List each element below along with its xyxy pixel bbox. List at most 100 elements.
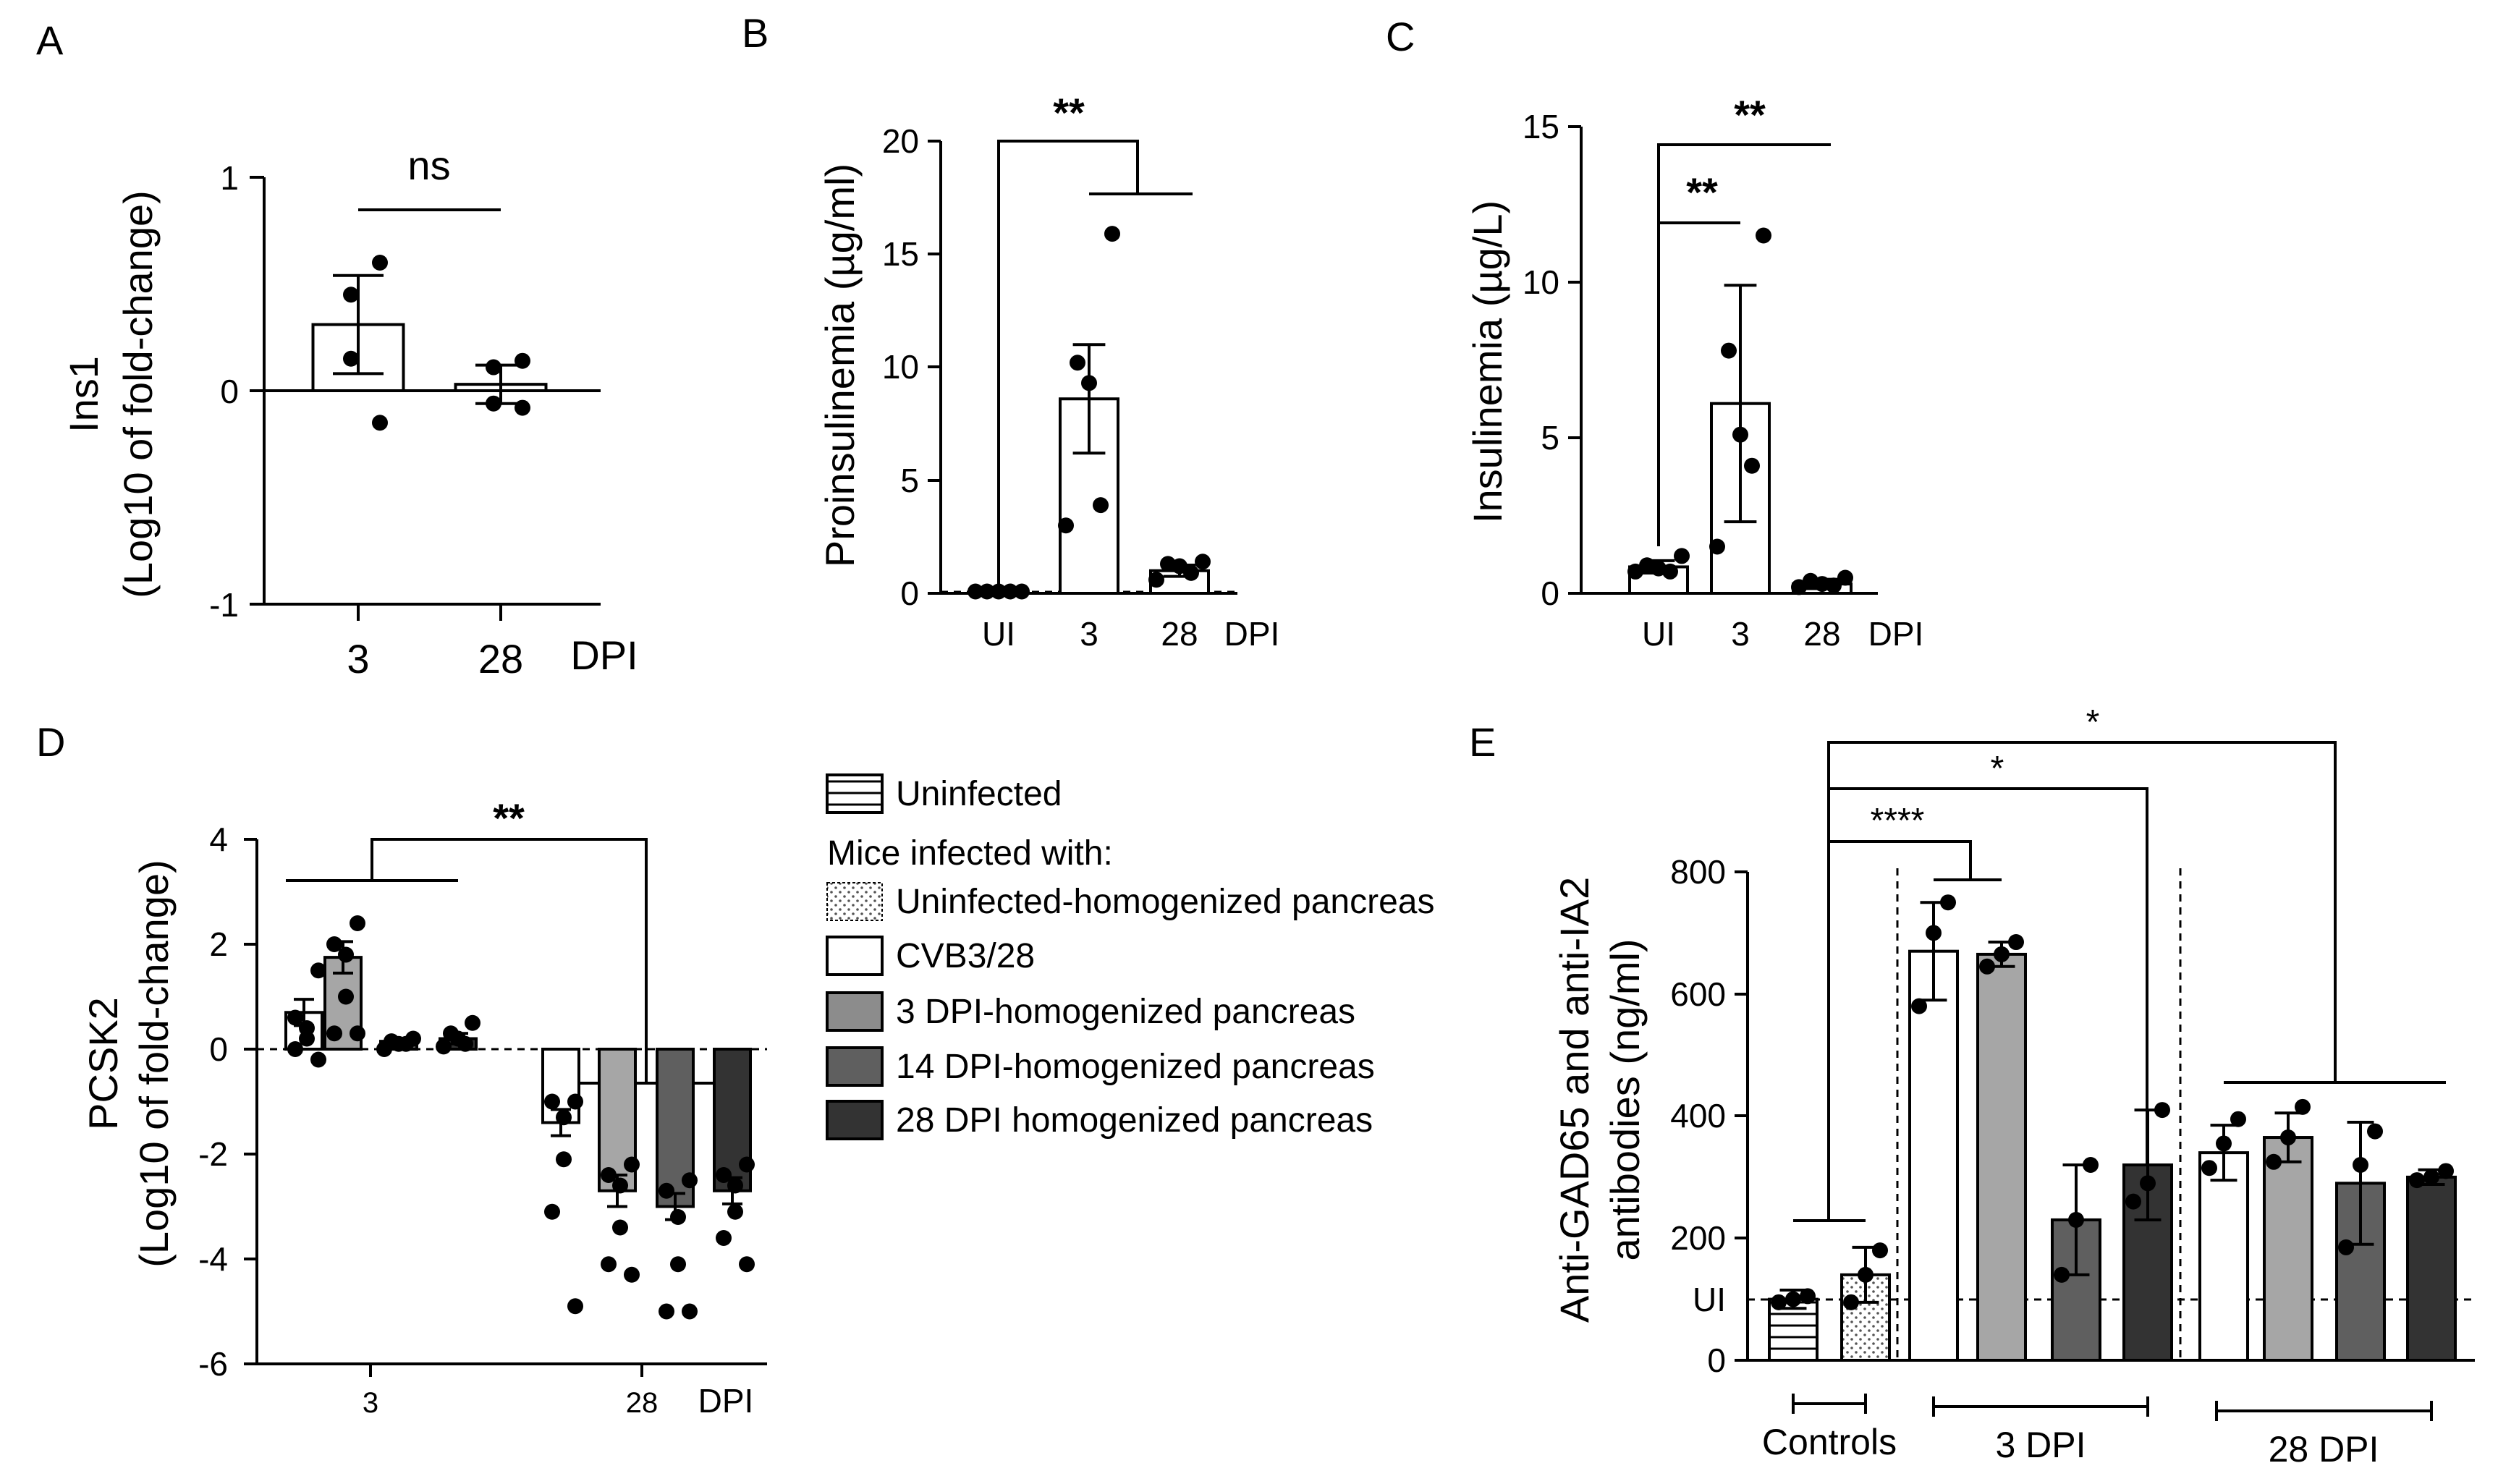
panel-c-28-point — [1814, 576, 1830, 593]
panel-c-3-error-bar — [1724, 284, 1757, 524]
panel-e-bar-3-bar — [1976, 952, 2027, 1362]
panel-e-ytick-0: 0 — [1707, 1341, 1726, 1379]
panel-b-28-point — [1148, 572, 1164, 588]
panel-e-bar-1-point — [1858, 1266, 1874, 1283]
panel-e-bar-0-point — [1785, 1291, 1801, 1307]
panel-d-sig-label: ** — [493, 795, 525, 841]
panel-d-series-0-cat-3-point — [299, 1030, 315, 1047]
panel-e-group-controls — [1792, 1394, 1867, 1414]
legend-label-14dpi: 14 DPI-homogenized pancreas — [896, 1048, 1375, 1086]
panel-c: C Insulinemia (µg/L) 15 10 5 0 UI 3 28 D… — [1386, 14, 1923, 653]
panel-c-ytick-10: 10 — [1523, 263, 1559, 301]
panel-e-bar-7-point — [2280, 1129, 2296, 1146]
panel-c-xtick-28: 28 — [1803, 615, 1840, 653]
panel-d-series-0-cat-28-point — [567, 1298, 583, 1315]
panel-c-letter: C — [1386, 14, 1415, 59]
panel-d-series-3-cat-28-point — [727, 1177, 743, 1194]
panel-d-series-1-cat-3-point — [338, 946, 354, 963]
panel-d-series-0-cat-3-point — [310, 962, 326, 979]
panel-b: B Proinsulinemia (µg/ml) 20 15 10 5 0 UI… — [742, 10, 1279, 653]
panel-e-bar-0-point — [1800, 1288, 1816, 1305]
legend-label-28dpi: 28 DPI homogenized pancreas — [896, 1101, 1373, 1140]
panel-e-bar-1-point — [1843, 1294, 1859, 1310]
panel-d-series-1-cat-28-point — [612, 1177, 628, 1194]
panel-d: D PCSK2 (Log10 of fold-change) 4 2 0 -2 … — [36, 719, 767, 1420]
panel-b-UI-point — [1014, 583, 1030, 600]
panel-d-xunit: DPI — [698, 1382, 754, 1420]
panel-b-3-point — [1070, 355, 1085, 371]
panel-e-ytick-200: 200 — [1670, 1219, 1726, 1257]
panel-c-3-point — [1744, 457, 1760, 474]
panel-d-series-1-cat-28-point — [612, 1219, 628, 1236]
panel-e-bar-5-point — [2154, 1102, 2170, 1119]
panel-d-series-1-cat-3-point — [350, 1025, 365, 1042]
panel-b-28-point — [1183, 564, 1199, 581]
panel-b-3-point — [1058, 517, 1074, 534]
panel-e-group-3dpi — [1932, 1396, 2149, 1417]
panel-d-series-3-cat-28-point — [739, 1156, 755, 1173]
panel-e-sig-bracket-star-3dpi — [1827, 787, 2148, 1273]
panel-b-UI-point — [1002, 583, 1018, 600]
panel-d-xtick-28: 28 — [626, 1387, 659, 1419]
panel-c-sig-bracket-outer — [1657, 143, 1831, 546]
panel-d-series-0-cat-3-point — [310, 1051, 326, 1068]
panel-c-ytick-0: 0 — [1541, 574, 1559, 612]
legend-swatch-14dpi — [826, 1046, 884, 1087]
panel-a-xtick-28: 28 — [478, 636, 523, 682]
panel-b-3-error-bar — [1072, 343, 1106, 455]
panel-c-28-point — [1837, 569, 1853, 586]
panel-d-series-2-cat-28-point — [670, 1209, 686, 1225]
panel-b-ytick-15: 15 — [882, 235, 919, 273]
panel-e-bar-7-bar — [2263, 1136, 2313, 1362]
panel-c-ytick-5: 5 — [1541, 419, 1559, 457]
panel-d-ytick-4: 4 — [209, 821, 228, 858]
panel-e-bar-9-bar — [2406, 1175, 2457, 1362]
panel-e-bar-2-point — [1911, 998, 1927, 1014]
panel-a-28-point — [515, 352, 530, 369]
panel-d-series-0-cat-3-point — [287, 1041, 303, 1057]
panel-c-xtick-ui: UI — [1642, 615, 1675, 653]
panel-d-ytick-m6: -6 — [198, 1345, 228, 1383]
panel-b-ytick-5: 5 — [900, 462, 919, 499]
panel-e-ytick-400: 400 — [1670, 1097, 1726, 1135]
panel-e-ylabel-2: antibodies (ng/ml) — [1602, 938, 1648, 1260]
panel-e-bar-1-point — [1872, 1242, 1888, 1259]
panel-b-28-point — [1172, 558, 1187, 574]
panel-c-sig-label-outer: ** — [1734, 92, 1766, 137]
panel-d-series-3-cat-28-point — [716, 1230, 732, 1246]
panel-d-series-1-cat-3-point — [350, 915, 365, 931]
panel-d-series-3-cat-28-point — [716, 1167, 732, 1183]
panel-e-bar-8-point — [2367, 1123, 2383, 1140]
panel-d-ytick-0: 0 — [209, 1030, 228, 1068]
panel-c-UI-point — [1662, 563, 1678, 580]
panel-e-bar-7-point — [2266, 1153, 2282, 1170]
panel-e-bar-6-bar — [2198, 1151, 2249, 1362]
panel-a-ytick-0: 0 — [220, 373, 239, 410]
panel-c-sig-label-inner: ** — [1686, 169, 1718, 215]
panel-c-3-point — [1732, 426, 1748, 443]
panel-e-sig-label-4star: **** — [1871, 802, 1925, 840]
panel-d-series-2-cat-3-point — [376, 1041, 392, 1057]
panel-e-bar-4-point — [2083, 1157, 2099, 1173]
panel-b-28-point — [1195, 554, 1211, 570]
panel-e-bar-3-point — [1994, 946, 2010, 962]
panel-d-series-3-cat-28-point — [739, 1256, 755, 1273]
panel-e-bar-5-point — [2140, 1175, 2156, 1192]
panel-e-bar-3-point — [2008, 934, 2024, 951]
panel-d-ylabel: PCSK2 — [80, 997, 126, 1130]
legend-label-cvb3: CVB3/28 — [896, 937, 1035, 975]
panel-b-letter: B — [742, 10, 769, 56]
panel-b-UI-point — [968, 583, 983, 600]
panel-e: E Anti-GAD65 and anti-IA2 antibodies (ng… — [1469, 703, 2475, 1470]
legend: Uninfected Mice infected with: Uninfecte… — [826, 773, 1434, 1140]
panel-a-ytick-m1: -1 — [209, 586, 239, 624]
panel-b-ylabel: Proinsulinemia (µg/ml) — [817, 164, 863, 567]
panel-c-3-point — [1709, 538, 1725, 555]
panel-b-UI-point — [979, 583, 995, 600]
panel-a-letter: A — [36, 17, 64, 63]
panel-c-3-point — [1756, 227, 1771, 244]
panel-d-ytick-m2: -2 — [198, 1135, 228, 1173]
panel-d-series-1-cat-28-point — [601, 1256, 617, 1273]
panel-e-bar-6-point — [2216, 1135, 2232, 1152]
legend-swatch-uninfected — [826, 773, 884, 814]
